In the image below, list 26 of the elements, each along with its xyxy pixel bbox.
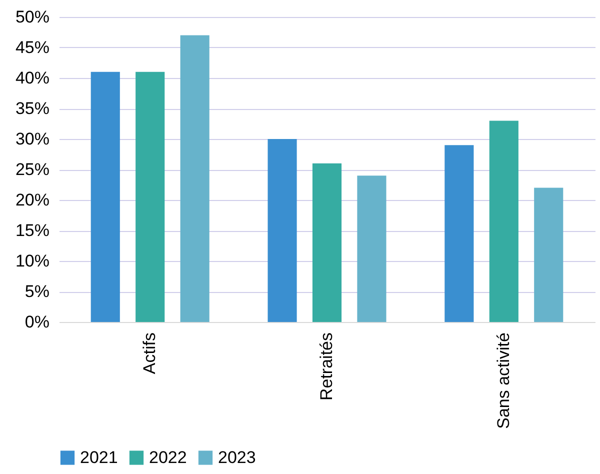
y-tick-label: 50% — [15, 8, 50, 26]
y-tick-label: 5% — [24, 282, 50, 301]
bar — [136, 72, 165, 322]
y-tick-label: 45% — [15, 38, 50, 57]
bar — [534, 188, 564, 322]
x-tick-label: Actifs — [140, 332, 160, 374]
legend-label: 2023 — [218, 448, 256, 467]
bar — [268, 139, 297, 322]
bar — [444, 145, 474, 322]
bar — [489, 120, 518, 322]
y-tick-label: 20% — [15, 190, 50, 210]
bar — [312, 163, 342, 322]
x-tick-label: Retraités — [317, 332, 336, 401]
y-tick-label: 30% — [15, 130, 50, 148]
y-tick-label: 25% — [15, 160, 50, 179]
y-tick-label: 0% — [24, 312, 50, 332]
bar — [357, 176, 386, 322]
legend-label: 2021 — [80, 448, 118, 467]
y-tick-label: 35% — [15, 99, 50, 118]
bar — [90, 72, 120, 322]
legend-label: 2022 — [149, 448, 187, 467]
x-tick-label: Sans activité — [494, 332, 513, 429]
y-tick-label: 15% — [15, 221, 50, 240]
y-tick-label: 40% — [15, 68, 50, 88]
bar — [180, 35, 210, 322]
y-tick-label: 10% — [15, 252, 50, 270]
